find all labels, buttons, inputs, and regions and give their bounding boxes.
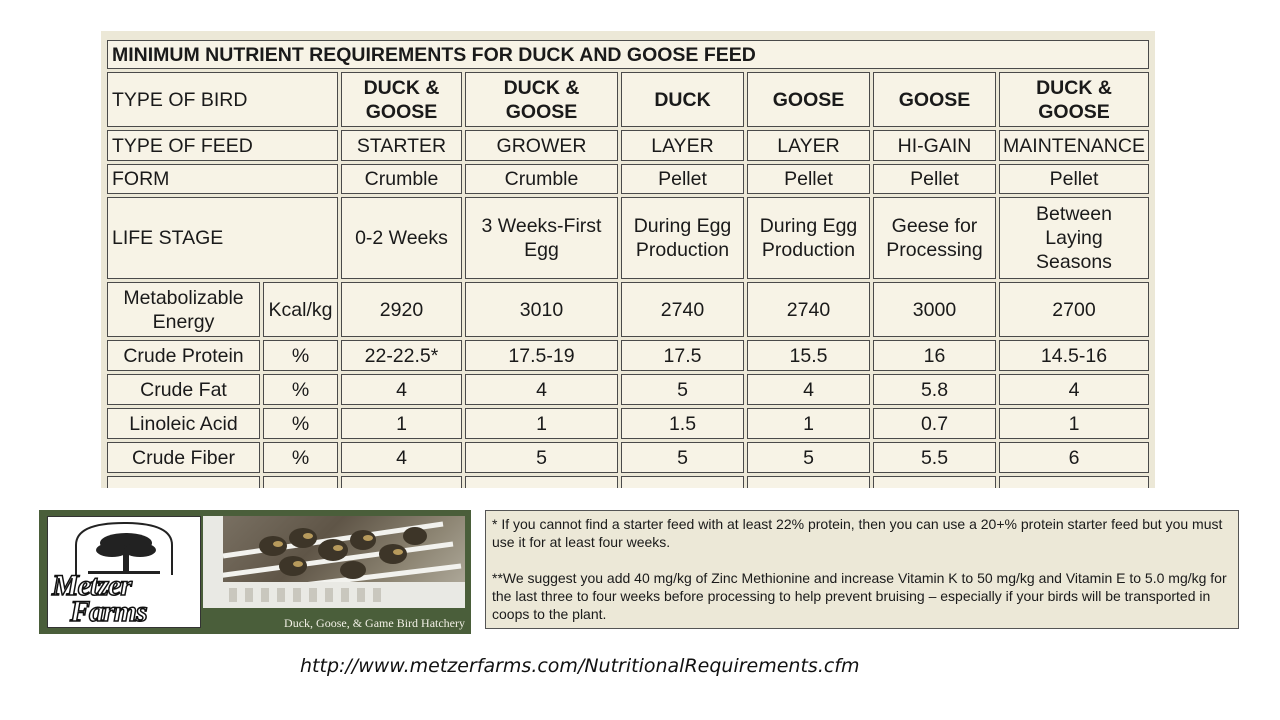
logo-line-2: Farms <box>69 594 148 629</box>
type-of-feed-label: TYPE OF FEED <box>107 130 338 161</box>
type-of-bird-label: TYPE OF BIRD <box>107 72 338 127</box>
value-cell: 5 <box>621 374 744 405</box>
nutrient-unit: Kcal/kg <box>263 282 338 337</box>
nutrient-unit: % <box>263 408 338 439</box>
value-cell: 1 <box>747 408 870 439</box>
form-cell: Pellet <box>873 164 996 194</box>
value-cell: 1 <box>999 408 1149 439</box>
value-cell: 1 <box>341 408 462 439</box>
value-cell: 2700 <box>999 282 1149 337</box>
logo-line-1: Metzer <box>51 568 133 603</box>
form-cell: Pellet <box>621 164 744 194</box>
value-cell: 15.5 <box>747 340 870 371</box>
value-cell: 0.7 <box>873 408 996 439</box>
footnote-2: **We suggest you add 40 mg/kg of Zinc Me… <box>492 570 1227 622</box>
source-url[interactable]: http://www.metzerfarms.com/NutritionalRe… <box>300 655 860 677</box>
empty-cell <box>107 476 260 488</box>
stage-cell: During Egg Production <box>747 197 870 279</box>
value-cell: 22-22.5* <box>341 340 462 371</box>
feed-cell: STARTER <box>341 130 462 161</box>
logo-tagline: Duck, Goose, & Game Bird Hatchery <box>284 616 465 630</box>
nutrient-name: Crude Fat <box>107 374 260 405</box>
nutrient-name: Metabolizable Energy <box>107 282 260 337</box>
nutrient-unit: % <box>263 374 338 405</box>
value-cell: 16 <box>873 340 996 371</box>
metzer-farms-logo: Metzer Farms <box>47 516 201 629</box>
life-stage-label: LIFE STAGE <box>107 197 338 279</box>
empty-cell <box>747 476 870 488</box>
value-cell: 5 <box>621 442 744 473</box>
ducklings-photo <box>203 516 465 608</box>
nutrient-name: Linoleic Acid <box>107 408 260 439</box>
empty-cell <box>341 476 462 488</box>
bird-cell: DUCK & GOOSE <box>999 72 1149 127</box>
value-cell: 3010 <box>465 282 618 337</box>
bird-cell: DUCK <box>621 72 744 127</box>
stage-cell: During Egg Production <box>621 197 744 279</box>
value-cell: 4 <box>341 374 462 405</box>
feed-cell: HI-GAIN <box>873 130 996 161</box>
stage-cell: 3 Weeks-First Egg <box>465 197 618 279</box>
feed-cell: LAYER <box>747 130 870 161</box>
nutrient-unit: % <box>263 340 338 371</box>
value-cell: 5.5 <box>873 442 996 473</box>
feed-cell: LAYER <box>621 130 744 161</box>
form-cell: Crumble <box>341 164 462 194</box>
stage-cell: 0-2 Weeks <box>341 197 462 279</box>
value-cell: 4 <box>465 374 618 405</box>
form-cell: Pellet <box>747 164 870 194</box>
value-cell: 17.5-19 <box>465 340 618 371</box>
nutrient-table: MINIMUM NUTRIENT REQUIREMENTS FOR DUCK A… <box>104 37 1152 488</box>
value-cell: 1 <box>465 408 618 439</box>
value-cell: 3000 <box>873 282 996 337</box>
empty-cell <box>999 476 1149 488</box>
bird-cell: DUCK & GOOSE <box>341 72 462 127</box>
form-cell: Crumble <box>465 164 618 194</box>
stage-cell: Between Laying Seasons <box>999 197 1149 279</box>
value-cell: 14.5-16 <box>999 340 1149 371</box>
form-label: FORM <box>107 164 338 194</box>
value-cell: 5 <box>747 442 870 473</box>
nutrient-table-panel: MINIMUM NUTRIENT REQUIREMENTS FOR DUCK A… <box>101 31 1155 488</box>
value-cell: 4 <box>999 374 1149 405</box>
bird-cell: GOOSE <box>873 72 996 127</box>
empty-cell <box>465 476 618 488</box>
value-cell: 6 <box>999 442 1149 473</box>
nutrient-name: Crude Fiber <box>107 442 260 473</box>
value-cell: 1.5 <box>621 408 744 439</box>
bird-cell: DUCK & GOOSE <box>465 72 618 127</box>
footnote-1: * If you cannot find a starter feed with… <box>492 516 1223 550</box>
bird-cell: GOOSE <box>747 72 870 127</box>
nutrient-name: Crude Protein <box>107 340 260 371</box>
value-cell: 5 <box>465 442 618 473</box>
value-cell: 2740 <box>621 282 744 337</box>
value-cell: 5.8 <box>873 374 996 405</box>
value-cell: 2920 <box>341 282 462 337</box>
empty-cell <box>621 476 744 488</box>
value-cell: 4 <box>341 442 462 473</box>
nutrient-unit: % <box>263 442 338 473</box>
stage-cell: Geese for Processing <box>873 197 996 279</box>
value-cell: 4 <box>747 374 870 405</box>
feed-cell: GROWER <box>465 130 618 161</box>
form-cell: Pellet <box>999 164 1149 194</box>
value-cell: 17.5 <box>621 340 744 371</box>
feed-cell: MAINTENANCE <box>999 130 1149 161</box>
tree-icon <box>75 521 173 575</box>
metzer-farms-banner: Metzer Farms <box>39 510 471 634</box>
footnotes-panel: * If you cannot find a starter feed with… <box>485 510 1239 629</box>
empty-cell <box>873 476 996 488</box>
value-cell: 2740 <box>747 282 870 337</box>
empty-cell <box>263 476 338 488</box>
table-title: MINIMUM NUTRIENT REQUIREMENTS FOR DUCK A… <box>107 40 1149 69</box>
